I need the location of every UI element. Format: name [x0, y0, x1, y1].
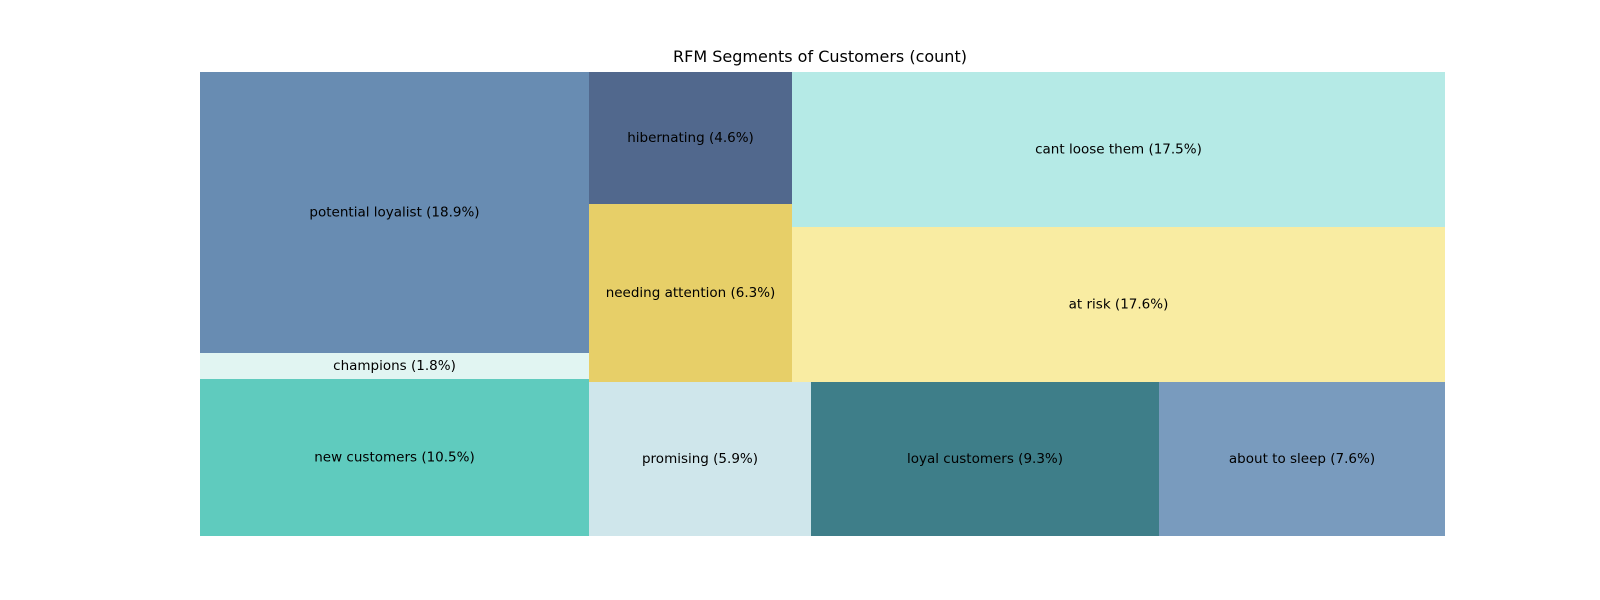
tile-potential-loyalist: potential loyalist (18.9%) — [200, 72, 589, 353]
tile-rect-at-risk — [792, 227, 1445, 382]
tile-about-to-sleep: about to sleep (7.6%) — [1159, 382, 1445, 536]
tile-rect-new-customers — [200, 379, 589, 536]
tile-label-champions: champions (1.8%) — [333, 358, 456, 374]
tile-promising: promising (5.9%) — [589, 382, 811, 536]
tile-rect-hibernating — [589, 72, 792, 204]
tile-label-new-customers: new customers (10.5%) — [314, 450, 475, 466]
tile-rect-about-to-sleep — [1159, 382, 1445, 536]
tile-label-promising: promising (5.9%) — [642, 451, 758, 467]
tile-rect-potential-loyalist — [200, 72, 589, 353]
tile-label-about-to-sleep: about to sleep (7.6%) — [1229, 451, 1375, 467]
tile-needing-attention: needing attention (6.3%) — [589, 204, 792, 382]
tile-rect-needing-attention — [589, 204, 792, 382]
tile-label-at-risk: at risk (17.6%) — [1069, 297, 1169, 313]
tile-hibernating: hibernating (4.6%) — [589, 72, 792, 204]
tile-new-customers: new customers (10.5%) — [200, 379, 589, 536]
tile-label-hibernating: hibernating (4.6%) — [627, 130, 754, 146]
tile-champions: champions (1.8%) — [200, 353, 589, 379]
tile-label-loyal-customers: loyal customers (9.3%) — [907, 451, 1063, 467]
tile-rect-cant-loose-them — [792, 72, 1445, 227]
tile-rect-promising — [589, 382, 811, 536]
chart-title: RFM Segments of Customers (count) — [673, 47, 967, 66]
tile-loyal-customers: loyal customers (9.3%) — [811, 382, 1159, 536]
tile-label-needing-attention: needing attention (6.3%) — [606, 285, 776, 301]
tile-rect-champions — [200, 353, 589, 379]
tile-cant-loose-them: cant loose them (17.5%) — [792, 72, 1445, 227]
tile-label-potential-loyalist: potential loyalist (18.9%) — [309, 205, 479, 221]
tile-at-risk: at risk (17.6%) — [792, 227, 1445, 382]
tile-label-cant-loose-them: cant loose them (17.5%) — [1035, 142, 1202, 158]
tile-rect-loyal-customers — [811, 382, 1159, 536]
